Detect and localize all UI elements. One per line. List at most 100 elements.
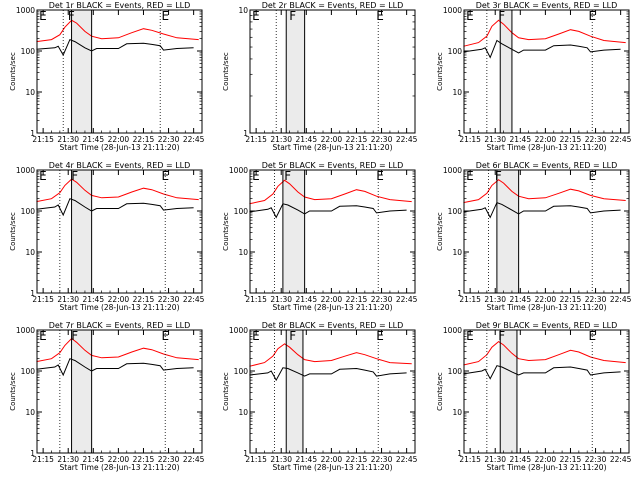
y-axis-label: Counts/sec: [9, 372, 17, 411]
x-tick-label: 21:45: [82, 135, 104, 144]
y-tick-label: 10: [25, 88, 35, 97]
x-axis-label: Start Time (28-Jun-13 21:11:20): [273, 143, 393, 152]
flare-band: [500, 10, 512, 133]
x-tick-label: 22:30: [371, 135, 393, 144]
y-axis-label: Counts/sec: [436, 212, 444, 251]
plot-frame: [249, 169, 416, 294]
x-tick-label: 22:45: [396, 295, 418, 304]
events-series-line: [36, 198, 194, 217]
marker-e: E: [39, 169, 47, 183]
panel-title: Det 4r BLACK = Events, RED = LLD: [49, 161, 191, 170]
x-tick-label: 21:15: [32, 455, 54, 464]
marker-e: E: [466, 329, 474, 343]
y-tick-label: 1000: [443, 166, 462, 175]
marker-f: F: [284, 169, 291, 183]
marker-e: E: [466, 169, 474, 183]
x-axis-label: Start Time (28-Jun-13 21:11:20): [60, 143, 180, 152]
marker-f: F: [289, 329, 296, 343]
x-tick-label: 21:15: [32, 295, 54, 304]
x-tick-label: 21:15: [459, 295, 481, 304]
flare-band: [500, 330, 517, 453]
x-tick-label: 22:15: [346, 295, 368, 304]
lld-series-line: [249, 343, 412, 367]
marker-e: E: [162, 169, 170, 183]
y-tick-label: 100: [21, 207, 36, 216]
x-tick-label: 22:30: [585, 135, 607, 144]
plot-frame: [36, 9, 203, 134]
y-axis-label: Counts/sec: [222, 52, 230, 91]
events-series-line: [249, 203, 407, 219]
marker-f: F: [498, 329, 505, 343]
y-tick-label: 1000: [16, 166, 35, 175]
x-axis-label: Start Time (28-Jun-13 21:11:20): [60, 463, 180, 472]
x-tick-label: 22:30: [158, 135, 180, 144]
x-tick-label: 21:45: [295, 455, 317, 464]
x-tick-label: 21:45: [82, 455, 104, 464]
marker-e: E: [39, 9, 47, 23]
flare-band: [496, 170, 519, 293]
y-tick-label: 10: [25, 408, 35, 417]
marker-f: F: [68, 9, 75, 23]
x-tick-label: 21:15: [245, 455, 267, 464]
y-axis-label: Counts/sec: [9, 212, 17, 251]
panel-title: Det 3r BLACK = Events, RED = LLD: [476, 1, 618, 10]
x-tick-label: 22:00: [321, 455, 343, 464]
plot-frame: [249, 9, 416, 134]
plot-frame: [36, 169, 203, 294]
x-tick-label: 22:45: [396, 135, 418, 144]
y-tick-label: 100: [21, 47, 36, 56]
lld-series-line: [249, 179, 412, 205]
x-tick-label: 22:30: [371, 455, 393, 464]
x-tick-label: 22:15: [133, 135, 155, 144]
plot-frame: [463, 169, 630, 294]
marker-e: E: [39, 329, 47, 343]
x-tick-label: 21:30: [484, 455, 506, 464]
x-tick-label: 21:45: [509, 295, 531, 304]
x-axis-label: Start Time (28-Jun-13 21:11:20): [273, 463, 393, 472]
x-tick-label: 21:15: [459, 135, 481, 144]
x-tick-label: 22:30: [158, 455, 180, 464]
marker-e: E: [252, 9, 260, 23]
x-tick-label: 22:45: [183, 455, 205, 464]
marker-e: E: [252, 169, 260, 183]
x-tick-label: 21:45: [509, 455, 531, 464]
y-tick-label: 1: [243, 449, 248, 458]
y-tick-label: 100: [448, 47, 463, 56]
plot-frame: [463, 9, 630, 134]
x-tick-label: 21:15: [459, 455, 481, 464]
y-tick-label: 1000: [16, 326, 35, 335]
y-tick-label: 1: [457, 129, 462, 138]
marker-e: E: [466, 9, 474, 23]
x-tick-label: 22:00: [108, 455, 130, 464]
marker-e: E: [376, 9, 384, 23]
x-tick-label: 21:30: [484, 295, 506, 304]
y-tick-label: 1000: [443, 6, 462, 15]
lld-series-line: [36, 19, 199, 43]
lld-series-line: [36, 337, 199, 363]
x-tick-label: 21:15: [245, 295, 267, 304]
y-tick-label: 10: [238, 408, 248, 417]
flare-band: [286, 330, 303, 453]
x-tick-label: 22:15: [560, 135, 582, 144]
flare-band: [71, 170, 92, 293]
marker-e: E: [589, 169, 597, 183]
y-tick-label: 1000: [16, 6, 35, 15]
y-tick-label: 1: [243, 129, 248, 138]
x-tick-label: 21:45: [295, 295, 317, 304]
events-series-line: [463, 39, 621, 59]
x-tick-label: 22:00: [535, 455, 557, 464]
y-tick-label: 1: [243, 289, 248, 298]
x-tick-label: 22:00: [321, 295, 343, 304]
x-tick-label: 22:00: [321, 135, 343, 144]
lld-series-line: [463, 19, 626, 47]
events-series-line: [463, 201, 621, 219]
y-tick-label: 1: [30, 289, 35, 298]
panel-title: Det 7r BLACK = Events, RED = LLD: [49, 321, 191, 330]
panel-title: Det 6r BLACK = Events, RED = LLD: [476, 161, 618, 170]
